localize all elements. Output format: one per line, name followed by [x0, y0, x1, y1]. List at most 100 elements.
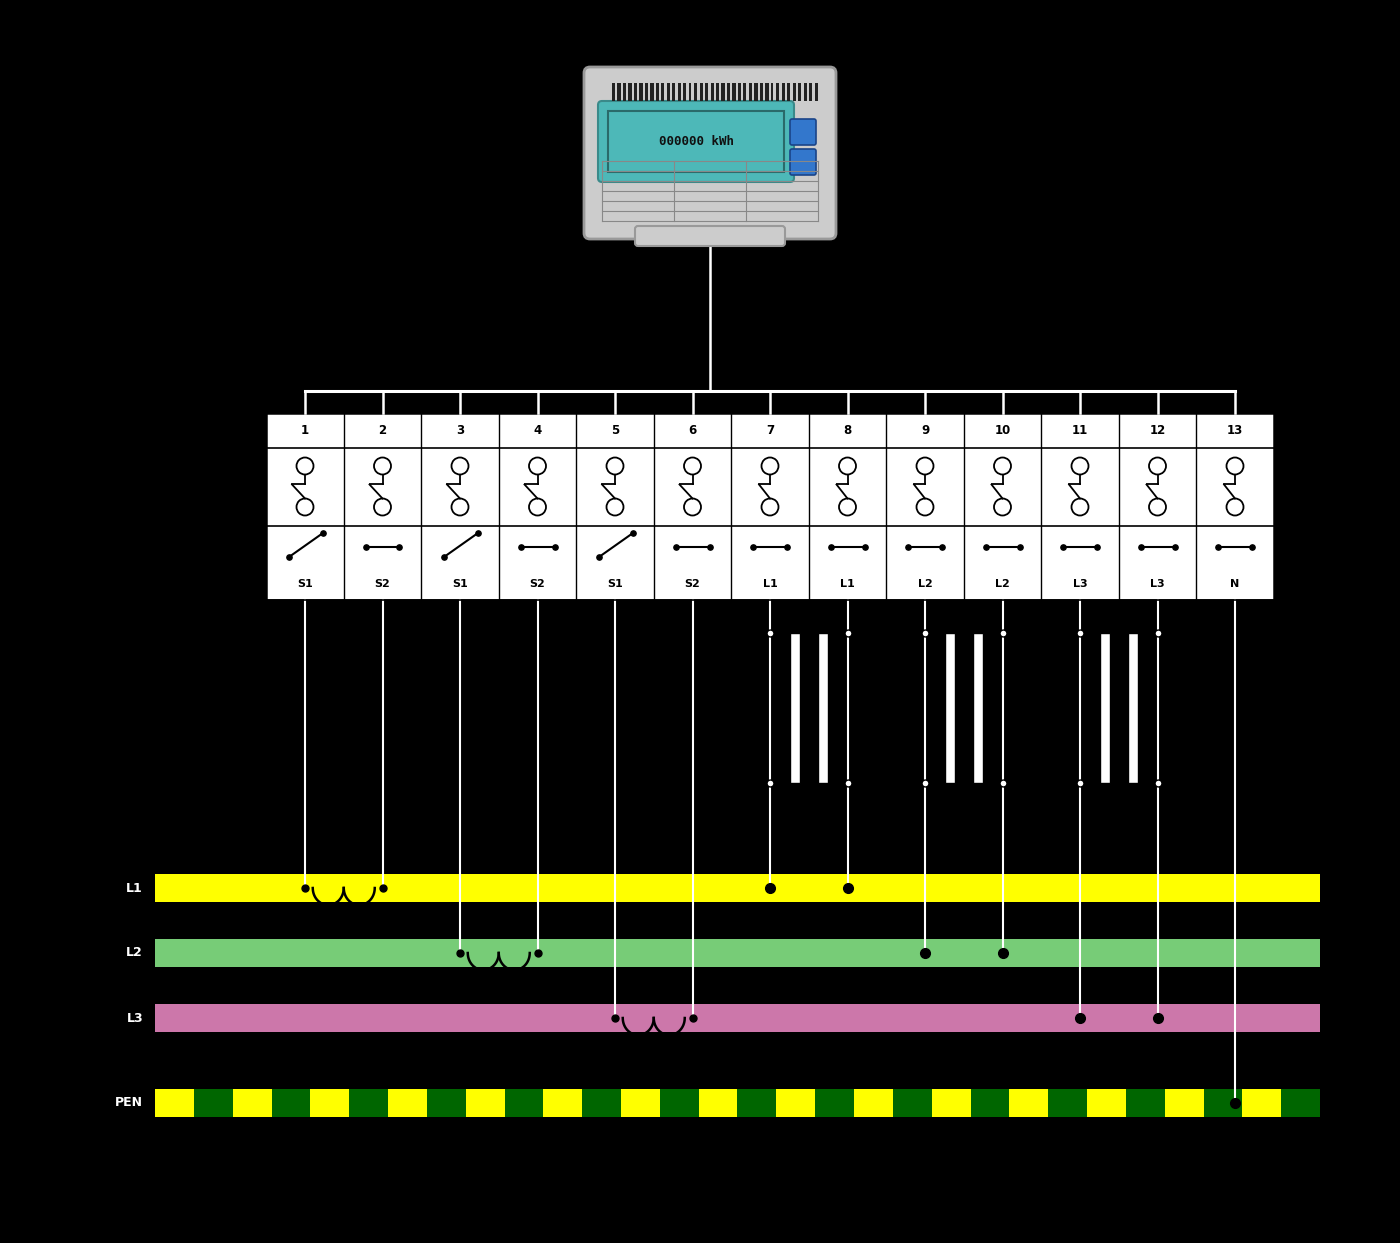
Bar	[640, 83, 643, 101]
Bar	[645, 83, 648, 101]
Bar	[777, 1089, 815, 1117]
Bar	[766, 83, 769, 101]
Bar	[689, 83, 692, 101]
Text: L3: L3	[1072, 579, 1088, 589]
Bar	[790, 633, 799, 783]
Bar	[672, 83, 675, 101]
Bar	[1009, 1089, 1049, 1117]
FancyBboxPatch shape	[790, 149, 816, 175]
Bar	[661, 83, 664, 101]
Bar	[617, 83, 620, 101]
Bar	[155, 938, 1320, 967]
Bar	[771, 83, 773, 101]
Bar	[1242, 1089, 1281, 1117]
Text: L1: L1	[126, 881, 143, 895]
Bar	[1204, 1089, 1242, 1117]
Bar	[629, 83, 631, 101]
Bar	[272, 1089, 311, 1117]
Bar	[155, 1004, 1320, 1032]
Bar	[738, 1089, 777, 1117]
Text: 8: 8	[843, 424, 851, 438]
Text: S2: S2	[685, 579, 700, 589]
Bar	[818, 633, 827, 783]
Bar	[427, 1089, 466, 1117]
Text: 9: 9	[921, 424, 930, 438]
Text: 6: 6	[689, 424, 697, 438]
Text: L1: L1	[840, 579, 855, 589]
Bar	[945, 633, 955, 783]
Text: S1: S1	[608, 579, 623, 589]
Bar	[815, 1089, 854, 1117]
FancyBboxPatch shape	[790, 119, 816, 145]
Bar	[776, 83, 780, 101]
Bar	[634, 83, 637, 101]
Bar	[1126, 1089, 1165, 1117]
Bar	[694, 83, 697, 101]
Bar	[755, 83, 757, 101]
Bar	[622, 1089, 659, 1117]
Bar	[804, 83, 806, 101]
Bar	[732, 83, 736, 101]
Text: L2: L2	[917, 579, 932, 589]
Text: L3: L3	[126, 1012, 143, 1024]
Bar	[1086, 1089, 1126, 1117]
Bar	[623, 83, 626, 101]
Text: S2: S2	[375, 579, 391, 589]
Bar	[388, 1089, 427, 1117]
Bar	[1100, 633, 1110, 783]
Text: N: N	[1231, 579, 1239, 589]
Bar	[1049, 1089, 1086, 1117]
Bar	[706, 83, 708, 101]
Bar	[311, 1089, 349, 1117]
Bar	[1281, 1089, 1320, 1117]
Bar	[893, 1089, 931, 1117]
Text: S1: S1	[452, 579, 468, 589]
FancyBboxPatch shape	[598, 101, 794, 181]
Bar	[1128, 633, 1138, 783]
Bar	[659, 1089, 699, 1117]
Text: 2: 2	[378, 424, 386, 438]
Bar	[715, 83, 718, 101]
Bar	[582, 1089, 622, 1117]
FancyBboxPatch shape	[584, 67, 836, 239]
Text: S2: S2	[529, 579, 546, 589]
Bar	[608, 111, 784, 172]
Text: 12: 12	[1149, 424, 1166, 438]
FancyBboxPatch shape	[636, 226, 785, 246]
Bar	[743, 83, 746, 101]
Bar	[232, 1089, 272, 1117]
Text: S1: S1	[297, 579, 312, 589]
Bar	[970, 1089, 1009, 1117]
Text: 7: 7	[766, 424, 774, 438]
Bar	[155, 1089, 193, 1117]
Bar	[699, 1089, 738, 1117]
Text: 1: 1	[301, 424, 309, 438]
Bar	[749, 83, 752, 101]
Bar	[738, 83, 741, 101]
Bar	[973, 633, 983, 783]
Bar	[798, 83, 801, 101]
Bar	[854, 1089, 893, 1117]
Bar	[721, 83, 725, 101]
Text: 10: 10	[994, 424, 1011, 438]
Text: L1: L1	[763, 579, 777, 589]
Bar	[809, 83, 812, 101]
Text: 11: 11	[1072, 424, 1088, 438]
Bar	[266, 413, 1274, 600]
Bar	[666, 83, 671, 101]
Bar	[792, 83, 797, 101]
Bar	[815, 83, 818, 101]
Text: 5: 5	[610, 424, 619, 438]
Bar	[612, 83, 615, 101]
Bar	[781, 83, 785, 101]
Bar	[683, 83, 686, 101]
Text: PEN: PEN	[115, 1096, 143, 1110]
Bar	[1165, 1089, 1204, 1117]
Bar	[711, 83, 714, 101]
Text: L3: L3	[1151, 579, 1165, 589]
Bar	[651, 83, 654, 101]
Bar	[193, 1089, 232, 1117]
Bar	[155, 874, 1320, 902]
Bar	[655, 83, 659, 101]
Text: L2: L2	[995, 579, 1009, 589]
